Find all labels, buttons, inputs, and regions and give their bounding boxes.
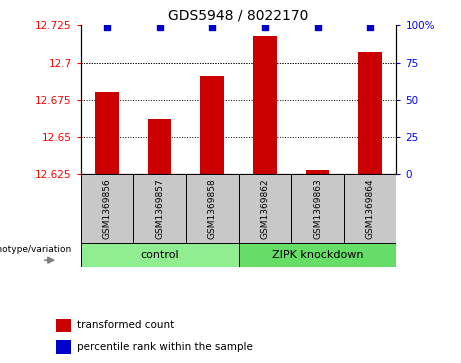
- Point: [103, 24, 111, 30]
- Bar: [133, 174, 186, 243]
- Text: GSM1369857: GSM1369857: [155, 178, 164, 239]
- Bar: [358, 52, 382, 174]
- Text: transformed count: transformed count: [77, 321, 174, 330]
- Text: genotype/variation: genotype/variation: [0, 245, 71, 254]
- Bar: [253, 36, 277, 174]
- Bar: [344, 174, 396, 243]
- Point: [208, 24, 216, 30]
- Bar: [201, 76, 224, 174]
- Title: GDS5948 / 8022170: GDS5948 / 8022170: [168, 9, 309, 23]
- Bar: [81, 243, 239, 267]
- Bar: [148, 119, 171, 174]
- Bar: [56, 340, 71, 354]
- Bar: [81, 174, 133, 243]
- Bar: [95, 93, 119, 174]
- Text: GSM1369863: GSM1369863: [313, 178, 322, 239]
- Bar: [291, 174, 344, 243]
- Text: control: control: [140, 250, 179, 260]
- Text: GSM1369862: GSM1369862: [260, 178, 269, 239]
- Bar: [239, 243, 396, 267]
- Text: ZIPK knockdown: ZIPK knockdown: [272, 250, 363, 260]
- Point: [156, 24, 163, 30]
- Bar: [56, 319, 71, 332]
- Point: [261, 24, 269, 30]
- Bar: [186, 174, 239, 243]
- Bar: [306, 170, 329, 174]
- Bar: [239, 174, 291, 243]
- Text: GSM1369858: GSM1369858: [208, 178, 217, 239]
- Point: [366, 24, 374, 30]
- Point: [314, 24, 321, 30]
- Text: percentile rank within the sample: percentile rank within the sample: [77, 342, 253, 352]
- Text: GSM1369864: GSM1369864: [366, 178, 375, 239]
- Text: GSM1369856: GSM1369856: [102, 178, 112, 239]
